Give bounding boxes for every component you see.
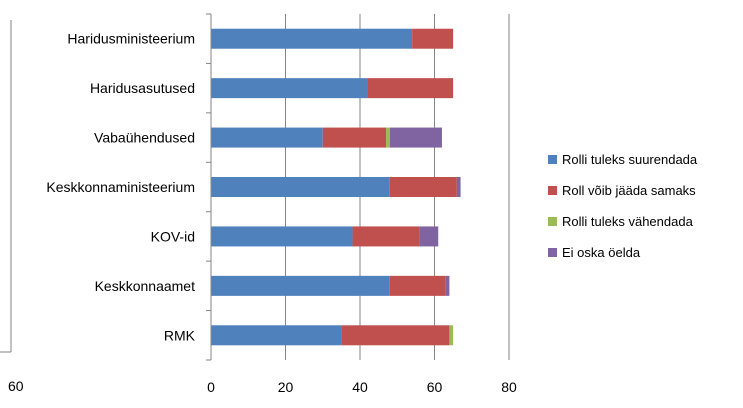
category-label-haridusministeerium: Haridusministeerium <box>67 31 195 47</box>
legend-swatch-rolli-tuleks-suurendada <box>548 155 557 164</box>
bar-haridusministeerium-rolli-tuleks-suurendada <box>211 28 413 49</box>
bar-rmk-roll-voib-jaada-samaks <box>341 325 450 346</box>
legend-label-roll-voib-jaada-samaks: Roll võib jääda samaks <box>562 183 696 198</box>
bar-rmk-rolli-tuleks-suurendada <box>211 325 342 346</box>
legend-label-rolli-tuleks-suurendada: Rolli tuleks suurendada <box>562 152 698 167</box>
category-label-vabauhendused: Vabaühendused <box>94 130 195 146</box>
legend-swatch-rolli-tuleks-vahendada <box>548 217 557 226</box>
category-labels: Haridusministeerium Haridusasutused Vabaüh… <box>46 31 195 344</box>
category-label-keskkonnaministeerium: Keskkonnaministeerium <box>46 179 195 195</box>
cropped-axis-remnant <box>0 20 12 353</box>
bar-keskkonnaministeerium-rolli-tuleks-suurendada <box>211 177 390 197</box>
bar-kov-id-ei-oska-oelda <box>419 226 439 247</box>
category-label-kov-id: KOV-id <box>151 228 195 244</box>
category-label-haridusasutused: Haridusasutused <box>90 80 195 96</box>
x-tick-labels: 0 20 40 60 80 <box>207 379 517 395</box>
bar-haridusministeerium-roll-voib-jaada-samaks <box>412 28 454 49</box>
x-tick-label-40: 40 <box>352 379 368 395</box>
legend-swatch-roll-voib-jaada-samaks <box>548 186 557 195</box>
bar-vabauhendused-rolli-tuleks-suurendada <box>211 127 323 148</box>
bars <box>211 28 461 346</box>
x-tick-label-0: 0 <box>207 379 215 395</box>
bar-keskkonnaministeerium-roll-voib-jaada-samaks <box>389 177 457 197</box>
bar-keskkonnaamet-roll-voib-jaada-samaks <box>389 275 446 296</box>
category-label-keskkonnaamet: Keskkonnaamet <box>95 278 196 294</box>
bar-keskkonnaamet-ei-oska-oelda <box>445 275 450 296</box>
bar-keskkonnaministeerium-ei-oska-oelda <box>456 177 461 197</box>
legend: Rolli tuleks suurendada Roll võib jääda s… <box>548 152 698 260</box>
cropped-tick-label: 60 <box>8 378 24 394</box>
axes <box>206 13 212 361</box>
legend-label-rolli-tuleks-vahendada: Rolli tuleks vähendada <box>562 214 694 229</box>
bar-kov-id-roll-voib-jaada-samaks <box>352 226 420 247</box>
x-tick-label-60: 60 <box>427 379 443 395</box>
category-label-rmk: RMK <box>164 327 196 343</box>
x-tick-label-20: 20 <box>278 379 294 395</box>
x-tick-label-80: 80 <box>501 379 517 395</box>
bar-keskkonnaamet-rolli-tuleks-suurendada <box>211 275 390 296</box>
bar-haridusasutused-rolli-tuleks-suurendada <box>211 78 368 99</box>
bar-vabauhendused-roll-voib-jaada-samaks <box>322 127 387 148</box>
bar-kov-id-rolli-tuleks-suurendada <box>211 226 353 247</box>
legend-swatch-ei-oska-oelda <box>548 248 557 257</box>
bar-vabauhendused-ei-oska-oelda <box>389 127 442 148</box>
bar-haridusasutused-roll-voib-jaada-samaks <box>367 78 454 99</box>
legend-label-ei-oska-oelda: Ei oska öelda <box>562 245 641 260</box>
bar-rmk-rolli-tuleks-vahendada <box>449 325 454 346</box>
bar-vabauhendused-rolli-tuleks-vahendada <box>386 127 390 148</box>
